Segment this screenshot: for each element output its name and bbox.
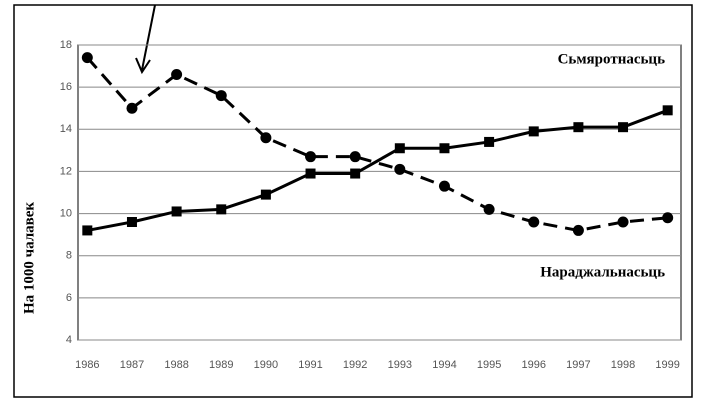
x-tick-label: 1992 — [343, 359, 367, 371]
marker — [305, 168, 316, 179]
marker — [305, 151, 317, 163]
y-tick-label: 14 — [60, 123, 72, 135]
marker — [662, 212, 674, 224]
y-axis-label: На 1000 чалавек — [21, 202, 37, 314]
marker — [528, 126, 539, 137]
marker — [662, 105, 673, 116]
x-tick-label: 1986 — [75, 359, 99, 371]
x-tick-label: 1994 — [432, 359, 456, 371]
marker — [171, 69, 183, 80]
marker — [126, 102, 138, 114]
x-tick-label: 1993 — [388, 359, 412, 371]
series-label: Нараджальнасьць — [540, 264, 665, 280]
y-tick-label: 18 — [60, 39, 72, 51]
marker — [528, 216, 540, 228]
y-tick-label: 4 — [66, 334, 72, 346]
marker — [82, 225, 93, 236]
marker — [260, 132, 272, 144]
y-tick-label: 12 — [60, 165, 72, 177]
marker — [484, 136, 495, 147]
x-tick-label: 1988 — [164, 359, 188, 371]
x-tick-label: 1998 — [611, 359, 635, 371]
frame — [13, 4, 693, 398]
marker — [573, 122, 584, 133]
x-tick-label: 1999 — [655, 359, 679, 371]
marker — [215, 90, 227, 102]
marker — [394, 143, 405, 154]
x-tick-label: 1996 — [522, 359, 546, 371]
marker — [216, 204, 227, 215]
series-line — [87, 108, 669, 232]
marker — [483, 203, 495, 215]
arrow — [135, 4, 156, 75]
marker — [349, 151, 361, 163]
x-tick-label: 1990 — [254, 359, 278, 371]
x-tick-label: 1997 — [566, 359, 590, 371]
y-tick-label: 8 — [66, 250, 72, 262]
x-tick-label: 1989 — [209, 359, 233, 371]
marker — [439, 143, 450, 154]
series-line — [86, 56, 668, 232]
marker — [572, 224, 584, 236]
x-tick-label: 1995 — [477, 359, 501, 371]
y-tick-label: 10 — [60, 207, 72, 219]
marker — [617, 216, 629, 228]
marker — [350, 168, 361, 179]
series-label: Сьмяротнасьць — [558, 51, 665, 67]
marker — [171, 206, 182, 217]
x-tick-label: 1991 — [298, 359, 322, 371]
x-tick-label: 1987 — [120, 359, 144, 371]
marker — [394, 163, 406, 175]
marker — [126, 217, 137, 227]
marker — [81, 52, 93, 64]
marker — [618, 122, 629, 133]
marker — [260, 189, 271, 200]
y-tick-label: 16 — [60, 81, 72, 93]
marker — [438, 180, 450, 192]
y-tick-label: 6 — [66, 292, 72, 304]
